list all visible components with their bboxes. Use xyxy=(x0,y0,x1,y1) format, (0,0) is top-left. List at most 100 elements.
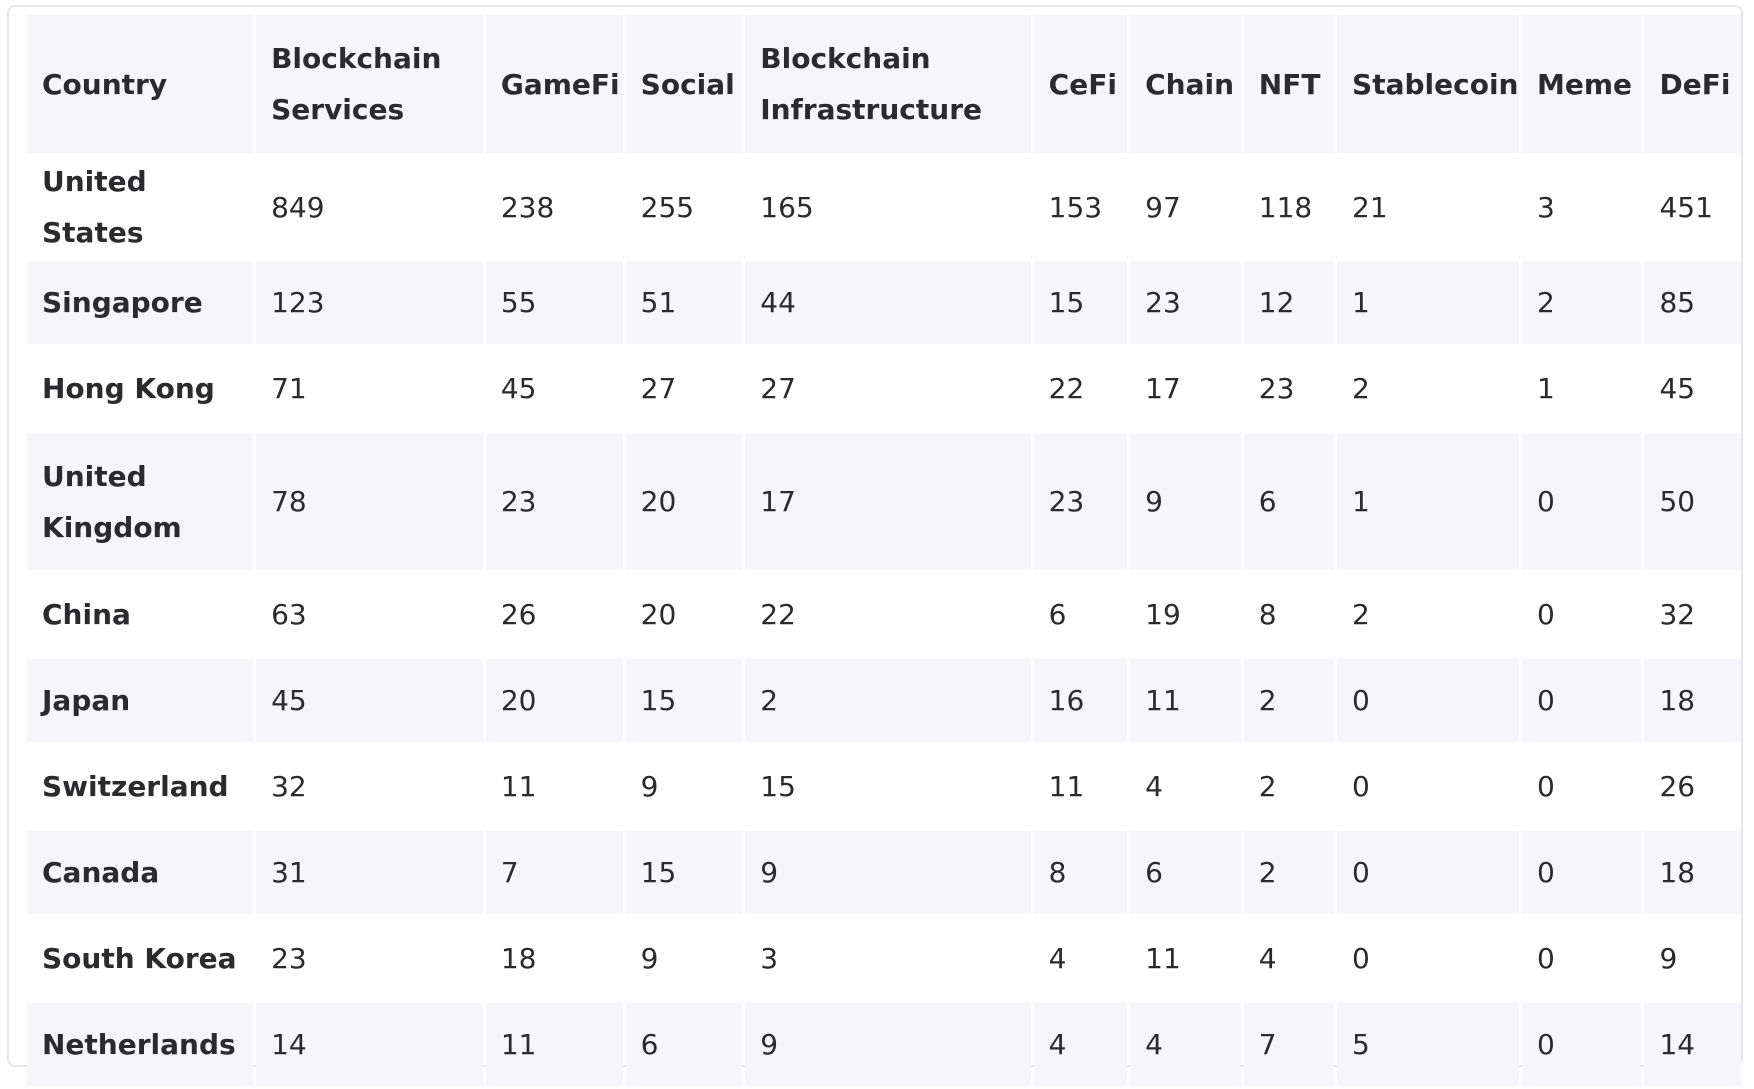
cell-cefi: 4 xyxy=(1033,917,1128,1000)
cell-blockchain-infrastructure: 27 xyxy=(745,347,1031,430)
cell-defi: 18 xyxy=(1644,831,1741,914)
cell-blockchain-services: 123 xyxy=(256,261,483,344)
table-row: Japan 45 20 15 2 16 11 2 0 0 18 xyxy=(27,659,1741,742)
cell-stablecoin: 0 xyxy=(1337,745,1519,828)
cell-cefi: 22 xyxy=(1033,347,1128,430)
cell-country: Netherlands xyxy=(27,1003,254,1086)
cell-nft: 2 xyxy=(1243,659,1335,742)
cell-gamefi: 238 xyxy=(485,156,623,258)
data-table: Country Blockchain Services GameFi Socia… xyxy=(24,12,1744,1089)
table-row: Singapore 123 55 51 44 15 23 12 1 2 85 xyxy=(27,261,1741,344)
cell-stablecoin: 2 xyxy=(1337,347,1519,430)
cell-defi: 9 xyxy=(1644,917,1741,1000)
cell-blockchain-services: 71 xyxy=(256,347,483,430)
cell-meme: 0 xyxy=(1522,1003,1642,1086)
header-social: Social xyxy=(625,15,743,153)
cell-stablecoin: 21 xyxy=(1337,156,1519,258)
cell-nft: 2 xyxy=(1243,745,1335,828)
cell-blockchain-services: 45 xyxy=(256,659,483,742)
cell-chain: 17 xyxy=(1130,347,1241,430)
cell-stablecoin: 5 xyxy=(1337,1003,1519,1086)
header-defi: DeFi xyxy=(1644,15,1741,153)
cell-gamefi: 7 xyxy=(485,831,623,914)
cell-blockchain-infrastructure: 2 xyxy=(745,659,1031,742)
cell-defi: 85 xyxy=(1644,261,1741,344)
cell-country: United States xyxy=(27,156,254,258)
cell-stablecoin: 0 xyxy=(1337,831,1519,914)
cell-meme: 2 xyxy=(1522,261,1642,344)
cell-cefi: 11 xyxy=(1033,745,1128,828)
cell-nft: 4 xyxy=(1243,917,1335,1000)
cell-blockchain-services: 63 xyxy=(256,573,483,656)
cell-blockchain-infrastructure: 44 xyxy=(745,261,1031,344)
cell-blockchain-services: 849 xyxy=(256,156,483,258)
cell-blockchain-infrastructure: 9 xyxy=(745,1003,1031,1086)
cell-blockchain-infrastructure: 3 xyxy=(745,917,1031,1000)
cell-defi: 50 xyxy=(1644,433,1741,570)
cell-social: 15 xyxy=(625,659,743,742)
header-country: Country xyxy=(27,15,254,153)
cell-chain: 4 xyxy=(1130,745,1241,828)
header-stablecoin: Stablecoin xyxy=(1337,15,1519,153)
cell-chain: 11 xyxy=(1130,917,1241,1000)
cell-gamefi: 11 xyxy=(485,745,623,828)
cell-cefi: 8 xyxy=(1033,831,1128,914)
cell-blockchain-services: 31 xyxy=(256,831,483,914)
cell-blockchain-infrastructure: 165 xyxy=(745,156,1031,258)
table-row: Canada 31 7 15 9 8 6 2 0 0 18 xyxy=(27,831,1741,914)
cell-gamefi: 18 xyxy=(485,917,623,1000)
cell-gamefi: 45 xyxy=(485,347,623,430)
cell-social: 20 xyxy=(625,433,743,570)
cell-defi: 451 xyxy=(1644,156,1741,258)
cell-blockchain-infrastructure: 17 xyxy=(745,433,1031,570)
cell-gamefi: 20 xyxy=(485,659,623,742)
cell-nft: 12 xyxy=(1243,261,1335,344)
header-blockchain-services: Blockchain Services xyxy=(256,15,483,153)
cell-blockchain-services: 32 xyxy=(256,745,483,828)
cell-stablecoin: 1 xyxy=(1337,433,1519,570)
cell-blockchain-services: 78 xyxy=(256,433,483,570)
cell-defi: 45 xyxy=(1644,347,1741,430)
cell-country: Singapore xyxy=(27,261,254,344)
cell-gamefi: 23 xyxy=(485,433,623,570)
cell-defi: 18 xyxy=(1644,659,1741,742)
cell-nft: 7 xyxy=(1243,1003,1335,1086)
header-blockchain-infrastructure: Blockchain Infrastructure xyxy=(745,15,1031,153)
cell-cefi: 15 xyxy=(1033,261,1128,344)
header-cefi: CeFi xyxy=(1033,15,1128,153)
cell-chain: 11 xyxy=(1130,659,1241,742)
cell-social: 15 xyxy=(625,831,743,914)
header-meme: Meme xyxy=(1522,15,1642,153)
cell-nft: 118 xyxy=(1243,156,1335,258)
cell-stablecoin: 0 xyxy=(1337,659,1519,742)
cell-chain: 6 xyxy=(1130,831,1241,914)
cell-cefi: 4 xyxy=(1033,1003,1128,1086)
cell-social: 255 xyxy=(625,156,743,258)
cell-social: 51 xyxy=(625,261,743,344)
cell-meme: 0 xyxy=(1522,745,1642,828)
cell-country: Canada xyxy=(27,831,254,914)
cell-country: China xyxy=(27,573,254,656)
cell-blockchain-infrastructure: 9 xyxy=(745,831,1031,914)
header-row: Country Blockchain Services GameFi Socia… xyxy=(27,15,1741,153)
cell-chain: 23 xyxy=(1130,261,1241,344)
cell-chain: 19 xyxy=(1130,573,1241,656)
cell-meme: 3 xyxy=(1522,156,1642,258)
table-row: United States 849 238 255 165 153 97 118 21 3 451 xyxy=(27,156,1741,258)
cell-meme: 1 xyxy=(1522,347,1642,430)
cell-blockchain-services: 23 xyxy=(256,917,483,1000)
table-row: Hong Kong 71 45 27 27 22 17 23 2 1 45 xyxy=(27,347,1741,430)
cell-nft: 23 xyxy=(1243,347,1335,430)
cell-blockchain-infrastructure: 22 xyxy=(745,573,1031,656)
cell-social: 9 xyxy=(625,917,743,1000)
cell-country: Switzerland xyxy=(27,745,254,828)
cell-stablecoin: 1 xyxy=(1337,261,1519,344)
table-row: United Kingdom 78 23 20 17 23 9 6 1 0 50 xyxy=(27,433,1741,570)
cell-meme: 0 xyxy=(1522,659,1642,742)
cell-country: United Kingdom xyxy=(27,433,254,570)
table-row: China 63 26 20 22 6 19 8 2 0 32 xyxy=(27,573,1741,656)
header-gamefi: GameFi xyxy=(485,15,623,153)
cell-meme: 0 xyxy=(1522,917,1642,1000)
cell-defi: 32 xyxy=(1644,573,1741,656)
cell-blockchain-services: 14 xyxy=(256,1003,483,1086)
